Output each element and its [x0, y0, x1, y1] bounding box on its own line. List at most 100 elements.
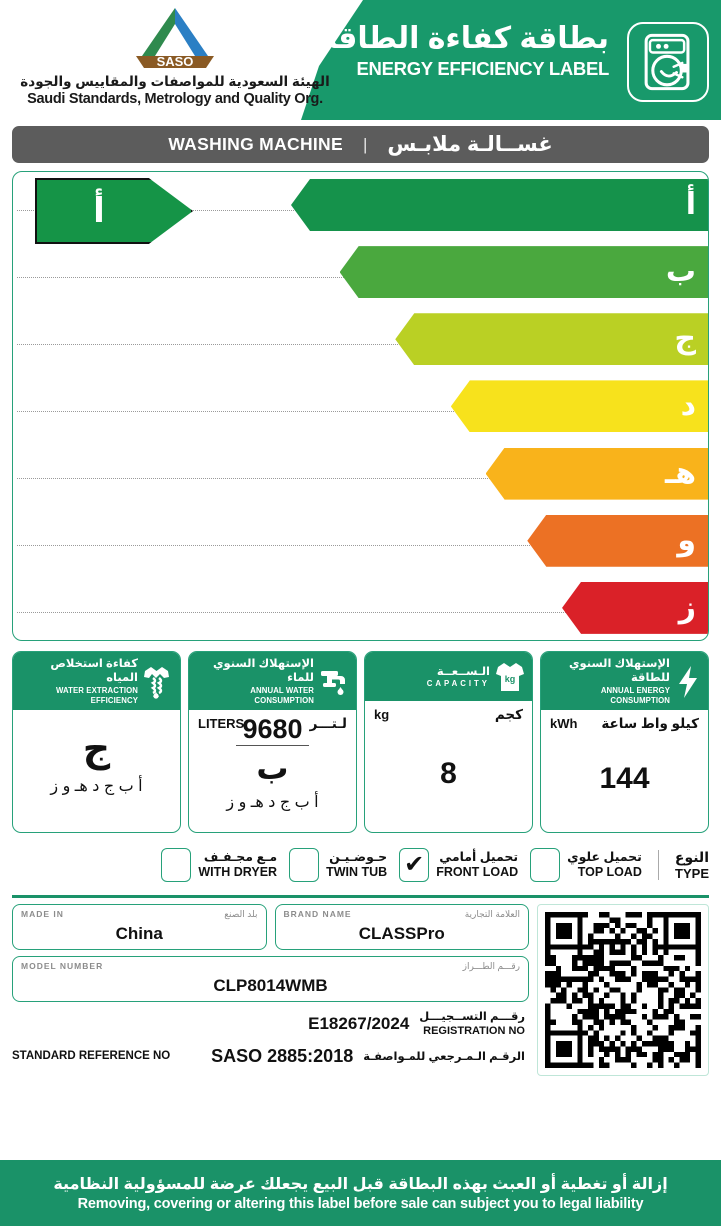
- made-in-label-en: MADE IN: [21, 908, 64, 919]
- legal-warning-banner: إزالة أو تغطية أو العبث بهذه البطاقة قبل…: [0, 1160, 721, 1226]
- type-option-label-ar: مـع مجـفـف: [203, 850, 278, 864]
- current-rating-letter: أ: [93, 192, 105, 230]
- field-brand-name: BRAND NAME العلامة التجارية CLASSPro: [274, 903, 529, 950]
- unit-ar: لـتـــر: [309, 716, 347, 731]
- checkbox-icon[interactable]: [161, 848, 192, 882]
- standard-label-en: STANDARD REFERENCE NO: [12, 1050, 171, 1063]
- panel-header: kg الـســعــة CAPACITY: [365, 652, 532, 701]
- registration-value: E18267/2024: [308, 1014, 410, 1034]
- lightning-bolt-icon: [679, 665, 697, 698]
- panel-header: الإستهلاك السنوي للطاقة ANNUAL ENERGY CO…: [541, 652, 708, 710]
- unit-ar: كيلو واط ساعة: [601, 716, 699, 731]
- rating-bar: أ: [291, 179, 708, 231]
- standard-label-ar: الرقـم الـمـرجعي للمـواصفـة: [363, 1051, 525, 1064]
- panel-annual-energy-consumption: الإستهلاك السنوي للطاقة ANNUAL ENERGY CO…: [540, 651, 709, 833]
- product-details: BRAND NAME العلامة التجارية CLASSPro MAD…: [12, 903, 709, 1076]
- qr-code-icon[interactable]: [537, 903, 709, 1076]
- brand-label-en: BRAND NAME: [283, 908, 352, 919]
- panel-body: ج أ ب ج د هـ و ز: [13, 710, 180, 832]
- rating-class-row: أ: [13, 176, 708, 243]
- type-option-label-en: WITH DRYER: [198, 865, 278, 879]
- type-option-label-en: TOP LOAD: [577, 865, 642, 879]
- registration-label-ar: رقـــم التســجيـــل: [419, 1010, 525, 1023]
- rating-bar: و: [527, 514, 708, 567]
- product-name-ar: غســالـة ملابـس: [387, 133, 553, 156]
- panel-title-ar: الإستهلاك السنوي للطاقة: [569, 658, 670, 685]
- type-label-ar: النوع: [674, 849, 709, 865]
- unit-ar: كجم: [494, 707, 523, 722]
- type-label-en: TYPE: [675, 866, 709, 881]
- rating-guide-line: [17, 410, 708, 412]
- type-option-top-load[interactable]: تحميل علوي TOP LOAD: [524, 848, 648, 882]
- standard-value: SASO 2885:2018: [211, 1045, 354, 1066]
- panel-title-ar: الإستهلاك السنوي للماء: [213, 658, 314, 685]
- washing-machine-plug-icon: [627, 22, 709, 102]
- checkbox-icon[interactable]: [289, 848, 320, 882]
- svg-text:SASO: SASO: [157, 54, 194, 69]
- brand-value: CLASSPro: [358, 923, 445, 943]
- saso-branding: SASO الهيئة السعودية للمواصفات والمقاييس…: [0, 6, 350, 107]
- rating-bar-letter: د: [680, 389, 696, 423]
- rating-bar-letter: و: [677, 523, 696, 557]
- machine-type-row: النوع TYPE تحميل علوي TOP LOAD تحميل أمامي…: [12, 841, 709, 889]
- checkbox-checked-icon[interactable]: ✔: [399, 848, 430, 882]
- water-grade: ب: [256, 750, 289, 786]
- panel-body: كيلو واط ساعة kWh 144: [541, 710, 708, 832]
- extraction-grade-scale: أ ب ج د هـ و ز: [50, 778, 143, 795]
- registration-label-en: REGISTRATION NO: [423, 1025, 525, 1038]
- rating-bar: ج: [395, 313, 708, 366]
- panel-title-en: WATER EXTRACTION EFFICIENCY: [55, 685, 138, 705]
- rating-bar: د: [450, 380, 708, 433]
- water-value: 9680: [236, 714, 309, 746]
- warning-ar: إزالة أو تغطية أو العبث بهذه البطاقة قبل…: [53, 1176, 668, 1193]
- panel-water-extraction-efficiency: كفاءة استخلاص المياه WATER EXTRACTION EF…: [12, 651, 181, 833]
- panel-body: كجم kg 8: [365, 701, 532, 832]
- brand-label-ar: العلامة التجارية: [464, 908, 520, 919]
- energy-rating-scale: أ ب ج د هـ و ز أ: [12, 171, 709, 641]
- model-label-ar: رقـــم الطـــراز: [462, 960, 520, 971]
- panel-header: الإستهلاك السنوي للماء ANNUAL WATER CONS…: [189, 652, 356, 710]
- panel-body: لـتـــر LITERS 9680 ب أ ب ج د هـ و ز: [189, 710, 356, 832]
- type-option-label-ar: تحميل علوي: [567, 850, 642, 864]
- faucet-icon: [321, 670, 345, 695]
- rating-guide-line: [17, 545, 708, 547]
- rating-bar: هـ: [485, 447, 708, 500]
- type-option-front-load[interactable]: تحميل أمامي FRONT LOAD ✔: [393, 848, 524, 882]
- rating-bar-letter: أ: [685, 188, 696, 221]
- extraction-grade: ج: [82, 728, 111, 770]
- unit-en: kWh: [550, 716, 578, 731]
- wrung-shirt-drop-icon: [144, 666, 169, 699]
- rating-guide-line: [17, 478, 708, 480]
- rating-class-row: و: [13, 512, 708, 579]
- type-divider: [657, 850, 659, 880]
- made-in-label-ar: بلد الصنع: [224, 908, 258, 919]
- type-option-with-dryer[interactable]: مـع مجـفـف WITH DRYER: [155, 848, 283, 882]
- registration-row: رقـــم التســجيـــل REGISTRATION NO E182…: [12, 1010, 529, 1039]
- type-option-label-en: FRONT LOAD: [436, 865, 519, 879]
- energy-value: 144: [599, 761, 650, 795]
- checkbox-icon[interactable]: [530, 848, 561, 882]
- model-value: CLP8014WMB: [213, 975, 328, 995]
- type-option-twin-tub[interactable]: حـوضـيـن TWIN TUB: [283, 848, 393, 882]
- type-option-label-ar: تحميل أمامي: [439, 850, 519, 864]
- label-title-ar: بطاقة كفاءة الطاقة: [319, 22, 610, 55]
- unit-en: kg: [374, 707, 390, 722]
- made-in-value: China: [115, 923, 163, 943]
- org-name-ar: الهيئة السعودية للمواصفات والمقاييس والج…: [20, 74, 330, 89]
- field-model-number: MODEL NUMBER رقـــم الطـــراز CLP8014WMB: [12, 955, 529, 1002]
- rating-guide-line: [17, 612, 708, 614]
- panel-title-en: ANNUAL WATER CONSUMPTION: [250, 685, 314, 705]
- product-name-en: WASHING MACHINE: [168, 134, 343, 154]
- panel-title-ar: الـســعــة: [436, 665, 490, 678]
- warning-en: Removing, covering or altering this labe…: [77, 1196, 644, 1212]
- rating-bar-letter: ج: [674, 322, 696, 356]
- label-title-en: ENERGY EFFICIENCY LABEL: [356, 57, 610, 79]
- org-name-en: Saudi Standards, Metrology and Quality O…: [27, 91, 323, 107]
- rating-bar: ز: [562, 581, 708, 634]
- field-made-in: MADE IN بلد الصنع China: [12, 903, 267, 950]
- rating-bar: ب: [339, 246, 708, 299]
- rating-bar-letter: هـ: [664, 456, 696, 490]
- rating-class-row: ج: [13, 310, 708, 377]
- panel-header: كفاءة استخلاص المياه WATER EXTRACTION EF…: [13, 652, 180, 710]
- panel-annual-water-consumption: الإستهلاك السنوي للماء ANNUAL WATER CONS…: [188, 651, 357, 833]
